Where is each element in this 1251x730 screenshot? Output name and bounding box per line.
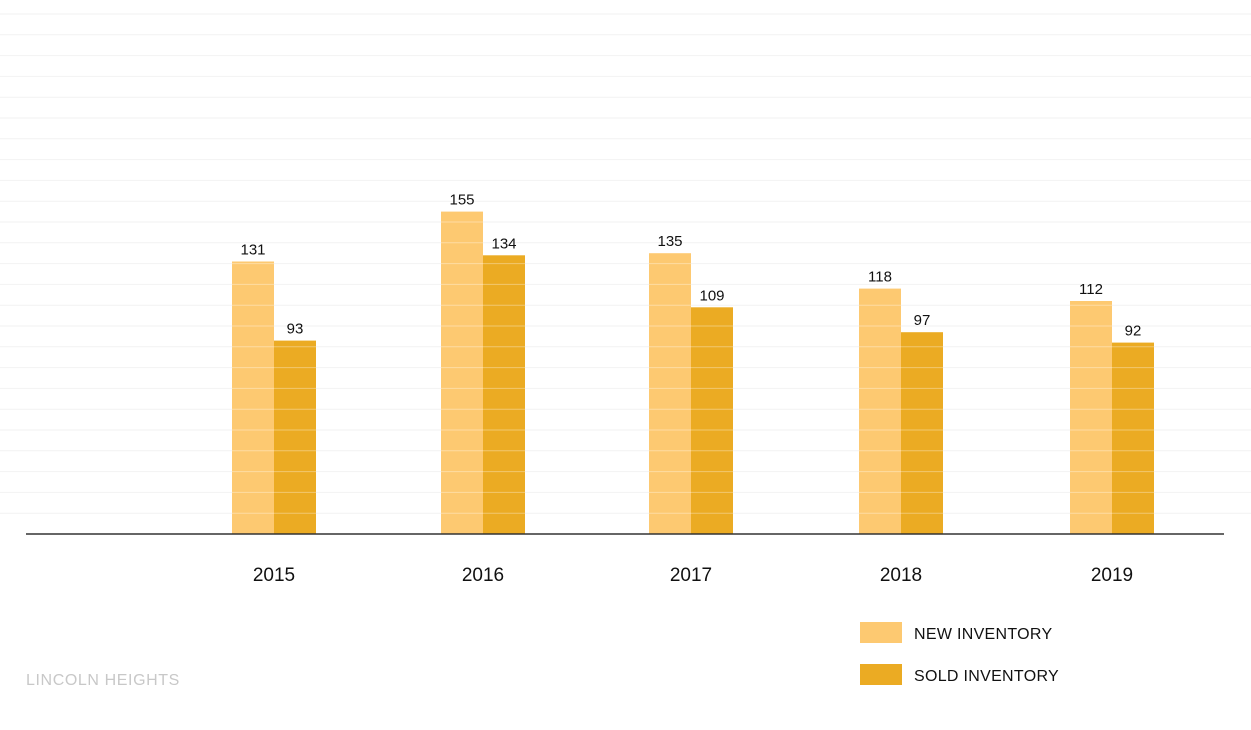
bar-new-2016 [441, 211, 483, 534]
value-label-new-2018: 118 [868, 269, 892, 286]
value-label-new-2017: 135 [657, 233, 682, 250]
legend: NEW INVENTORY SOLD INVENTORY [860, 622, 1059, 685]
value-label-new-2016: 155 [449, 192, 474, 209]
gridlines [0, 13, 1251, 514]
x-tick-label-2018: 2018 [880, 565, 922, 586]
value-label-new-2019: 112 [1079, 281, 1103, 298]
legend-label-new: NEW INVENTORY [914, 626, 1052, 643]
value-label-sold-2018: 97 [914, 312, 931, 329]
value-label-sold-2017: 109 [699, 287, 724, 304]
x-tick-label-2015: 2015 [253, 565, 295, 586]
legend-swatch-new [860, 622, 902, 643]
value-label-new-2015: 131 [240, 242, 265, 259]
bar-new-2018 [859, 288, 901, 534]
value-label-sold-2015: 93 [287, 321, 304, 338]
x-tick-label-2019: 2019 [1091, 565, 1133, 586]
legend-label-sold: SOLD INVENTORY [914, 668, 1059, 685]
footer-label: LINCOLN HEIGHTS [26, 672, 180, 689]
bar-sold-2018 [901, 332, 943, 534]
bar-sold-2015 [274, 340, 316, 534]
x-tick-label-2016: 2016 [462, 565, 504, 586]
bar-sold-2019 [1112, 342, 1154, 534]
bar-new-2017 [649, 253, 691, 534]
x-tick-labels: 2015 2016 2017 2018 2019 [253, 565, 1133, 586]
bars: 131 93 155 134 135 109 118 97 112 92 [232, 192, 1154, 535]
bar-new-2019 [1070, 301, 1112, 534]
bar-sold-2016 [483, 255, 525, 535]
value-label-sold-2016: 134 [491, 235, 516, 252]
x-tick-label-2017: 2017 [670, 565, 712, 586]
bar-new-2015 [232, 261, 274, 534]
value-label-sold-2019: 92 [1125, 323, 1142, 340]
bar-sold-2017 [691, 307, 733, 534]
legend-swatch-sold [860, 664, 902, 685]
